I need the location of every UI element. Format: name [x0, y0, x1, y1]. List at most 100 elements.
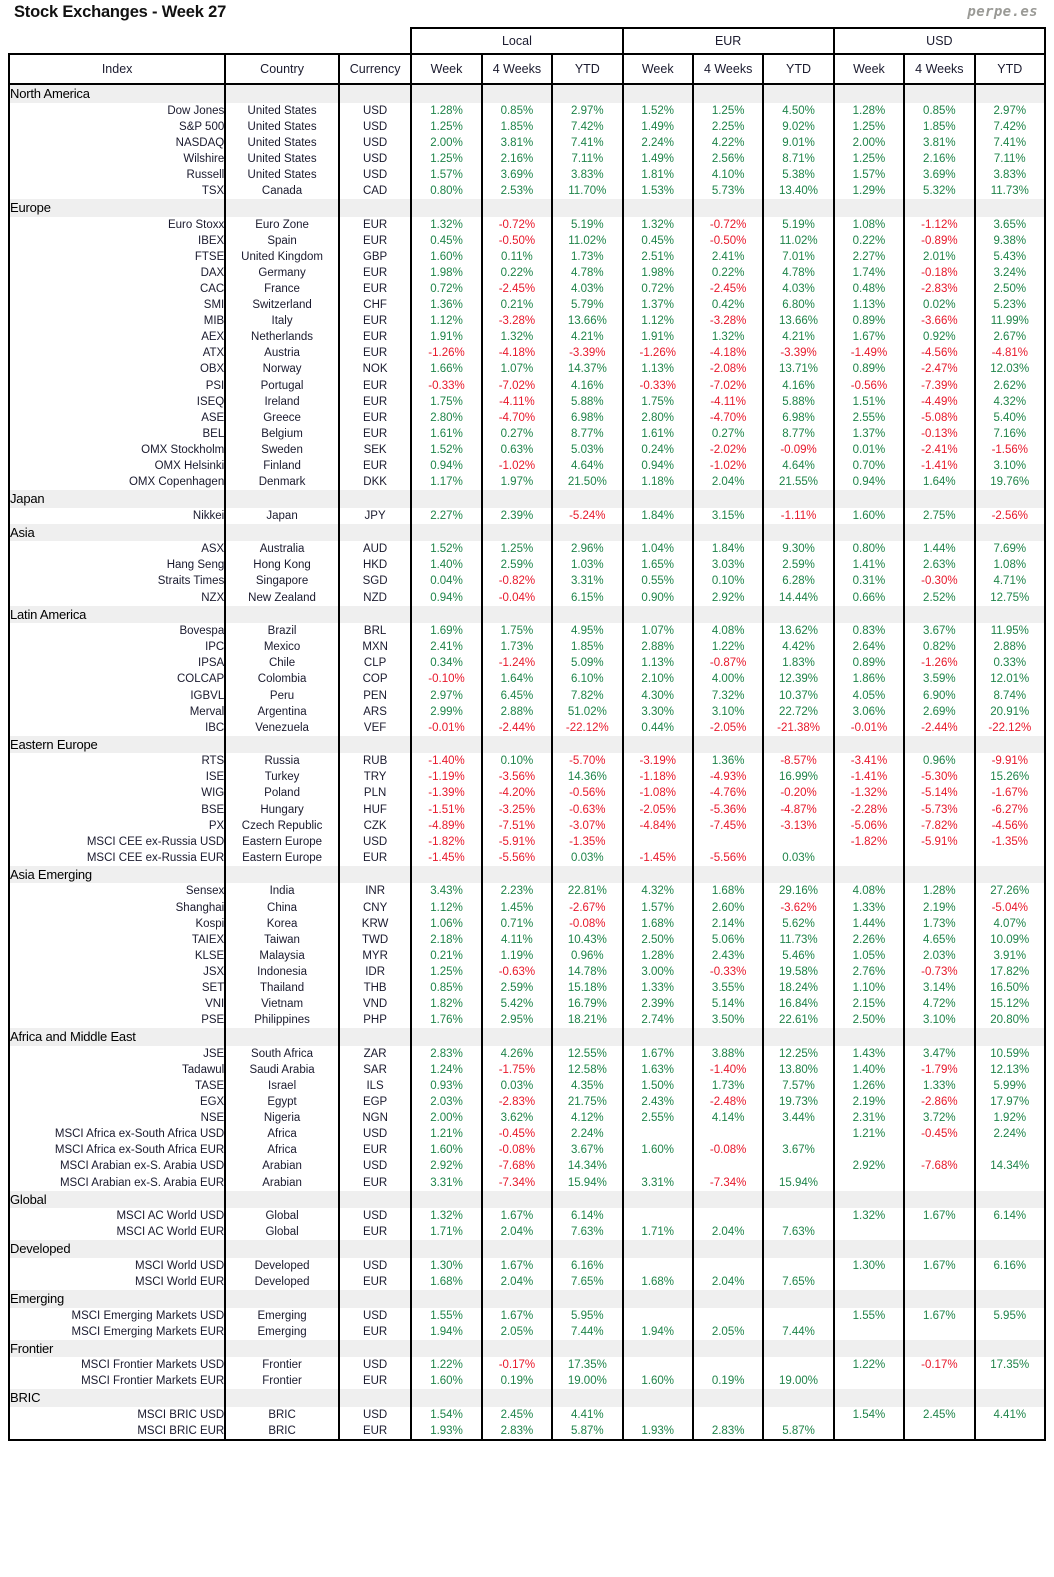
row-value-cell: [832, 1323, 906, 1340]
row-value-cell: 11.95%: [973, 623, 1047, 640]
section-filler-cell: [832, 523, 906, 542]
row-country: BRIC: [224, 1422, 340, 1442]
row-value-cell: -1.67%: [973, 785, 1047, 802]
row-value-cell: 2.51%: [621, 248, 694, 265]
section-header-row: Frontier: [7, 1339, 1047, 1358]
table-row: BSE Hungary HUF -1.51% -3.25% -0.63% -2.05% -5.…: [7, 801, 1047, 818]
row-value-cell: -6.27%: [973, 801, 1047, 818]
row-country: Japan: [224, 507, 340, 524]
row-value-cell: 1.30%: [832, 1257, 906, 1274]
row-value-cell: 2.83%: [410, 1045, 483, 1062]
row-value-cell: -1.26%: [903, 655, 976, 672]
row-country: Eastern Europe: [224, 849, 340, 866]
row-index-name: EGX: [7, 1094, 227, 1111]
row-value-cell: [762, 1257, 835, 1274]
row-index-name: SET: [7, 980, 227, 997]
table-row: PSE Philippines PHP 1.76% 2.95% 18.21% 2.74% 3.…: [7, 1012, 1047, 1029]
section-filler-cell: [224, 199, 340, 217]
row-currency: EGP: [337, 1094, 413, 1111]
row-value-cell: -4.76%: [691, 785, 765, 802]
row-value-cell: 2.50%: [621, 931, 694, 948]
row-value-cell: 4.16%: [551, 377, 624, 394]
row-index-name: NSE: [7, 1110, 227, 1127]
section-filler-cell: [762, 1190, 835, 1209]
row-value-cell: 3.59%: [903, 671, 976, 688]
section-filler-cell: [621, 1339, 694, 1358]
row-value-cell: 4.32%: [621, 883, 694, 900]
section-filler-cell: [621, 523, 694, 542]
row-value-cell: [973, 1174, 1047, 1191]
row-value-cell: [973, 1323, 1047, 1340]
row-value-cell: -2.45%: [691, 280, 765, 298]
row-value-cell: 0.02%: [903, 297, 976, 314]
section-filler-cell: [224, 1339, 340, 1358]
row-value-cell: -4.93%: [691, 769, 765, 786]
row-value-cell: -1.45%: [621, 849, 694, 866]
row-value-cell: -4.56%: [973, 817, 1047, 834]
row-value-cell: 16.50%: [973, 980, 1047, 997]
section-filler-cell: [551, 735, 624, 754]
row-value-cell: 4.64%: [762, 457, 835, 475]
row-index-name: OMX Stockholm: [7, 441, 227, 458]
row-value-cell: 1.44%: [832, 915, 906, 932]
row-currency: RUB: [337, 753, 413, 770]
row-currency: EUR: [337, 313, 413, 330]
row-country: Arabian: [224, 1158, 340, 1175]
section-title: Asia: [7, 523, 227, 542]
row-value-cell: -3.07%: [551, 817, 624, 834]
row-value-cell: 2.64%: [832, 639, 906, 656]
row-value-cell: 11.70%: [551, 182, 624, 200]
row-index-name: MSCI Emerging Markets USD: [7, 1307, 227, 1324]
row-value-cell: 14.78%: [551, 963, 624, 980]
section-filler-cell: [762, 1240, 835, 1258]
row-value-cell: 1.12%: [410, 899, 483, 916]
row-value-cell: 2.14%: [691, 915, 765, 932]
row-country: Denmark: [224, 474, 340, 491]
section-filler-cell: [621, 1190, 694, 1209]
row-value-cell: 6.16%: [551, 1257, 624, 1274]
section-filler-cell: [621, 865, 694, 884]
row-value-cell: 0.03%: [551, 849, 624, 866]
row-index-name: Euro Stoxx: [7, 216, 227, 233]
row-currency: EUR: [337, 1373, 413, 1390]
section-filler-cell: [480, 1028, 554, 1046]
table-row: IPC Mexico MXN 2.41% 1.73% 1.85% 2.88% 1.22% 4.4…: [7, 639, 1047, 656]
row-value-cell: 14.36%: [551, 769, 624, 786]
section-filler-cell: [973, 1028, 1047, 1046]
section-filler-cell: [410, 1190, 483, 1209]
row-currency: PEN: [337, 687, 413, 704]
row-value-cell: [832, 1224, 906, 1241]
row-value-cell: 1.32%: [621, 216, 694, 233]
section-filler-cell: [621, 490, 694, 508]
table-row: PX Czech Republic CZK -4.89% -7.51% -3.07% -4.…: [7, 817, 1047, 834]
header-spacer: [338, 28, 412, 54]
row-value-cell: 1.55%: [832, 1307, 906, 1324]
row-value-cell: 0.94%: [410, 589, 483, 606]
row-value-cell: 3.30%: [621, 703, 694, 720]
row-value-cell: [903, 1273, 976, 1290]
section-filler-cell: [621, 1240, 694, 1258]
row-currency: ILS: [337, 1077, 413, 1095]
row-value-cell: -2.45%: [480, 280, 554, 298]
row-value-cell: -4.56%: [903, 345, 976, 362]
section-filler-cell: [762, 1028, 835, 1046]
column-header-local-ytd: YTD: [551, 53, 624, 85]
row-value-cell: -0.08%: [691, 1142, 765, 1159]
row-value-cell: -1.11%: [762, 507, 835, 524]
row-value-cell: 2.53%: [480, 182, 554, 200]
row-value-cell: 2.00%: [832, 134, 906, 151]
row-value-cell: 0.71%: [480, 915, 554, 932]
table-row: MSCI AC World USD Global USD 1.32% 1.67% 6.14…: [7, 1208, 1047, 1225]
section-filler-cell: [903, 605, 976, 624]
row-value-cell: 0.85%: [480, 102, 554, 119]
row-value-cell: 5.23%: [973, 297, 1047, 314]
row-value-cell: 1.92%: [973, 1110, 1047, 1127]
row-value-cell: 1.75%: [480, 623, 554, 640]
row-value-cell: 4.26%: [480, 1045, 554, 1062]
row-value-cell: 3.31%: [410, 1174, 483, 1191]
row-value-cell: -2.44%: [480, 719, 554, 736]
table-row: MSCI Arabian ex-S. Arabia USD Arabian USD 2…: [7, 1158, 1047, 1175]
table-body: North America Dow Jones United States USD 1.…: [7, 84, 1047, 1442]
row-value-cell: 0.94%: [621, 457, 694, 475]
row-value-cell: 2.88%: [621, 639, 694, 656]
